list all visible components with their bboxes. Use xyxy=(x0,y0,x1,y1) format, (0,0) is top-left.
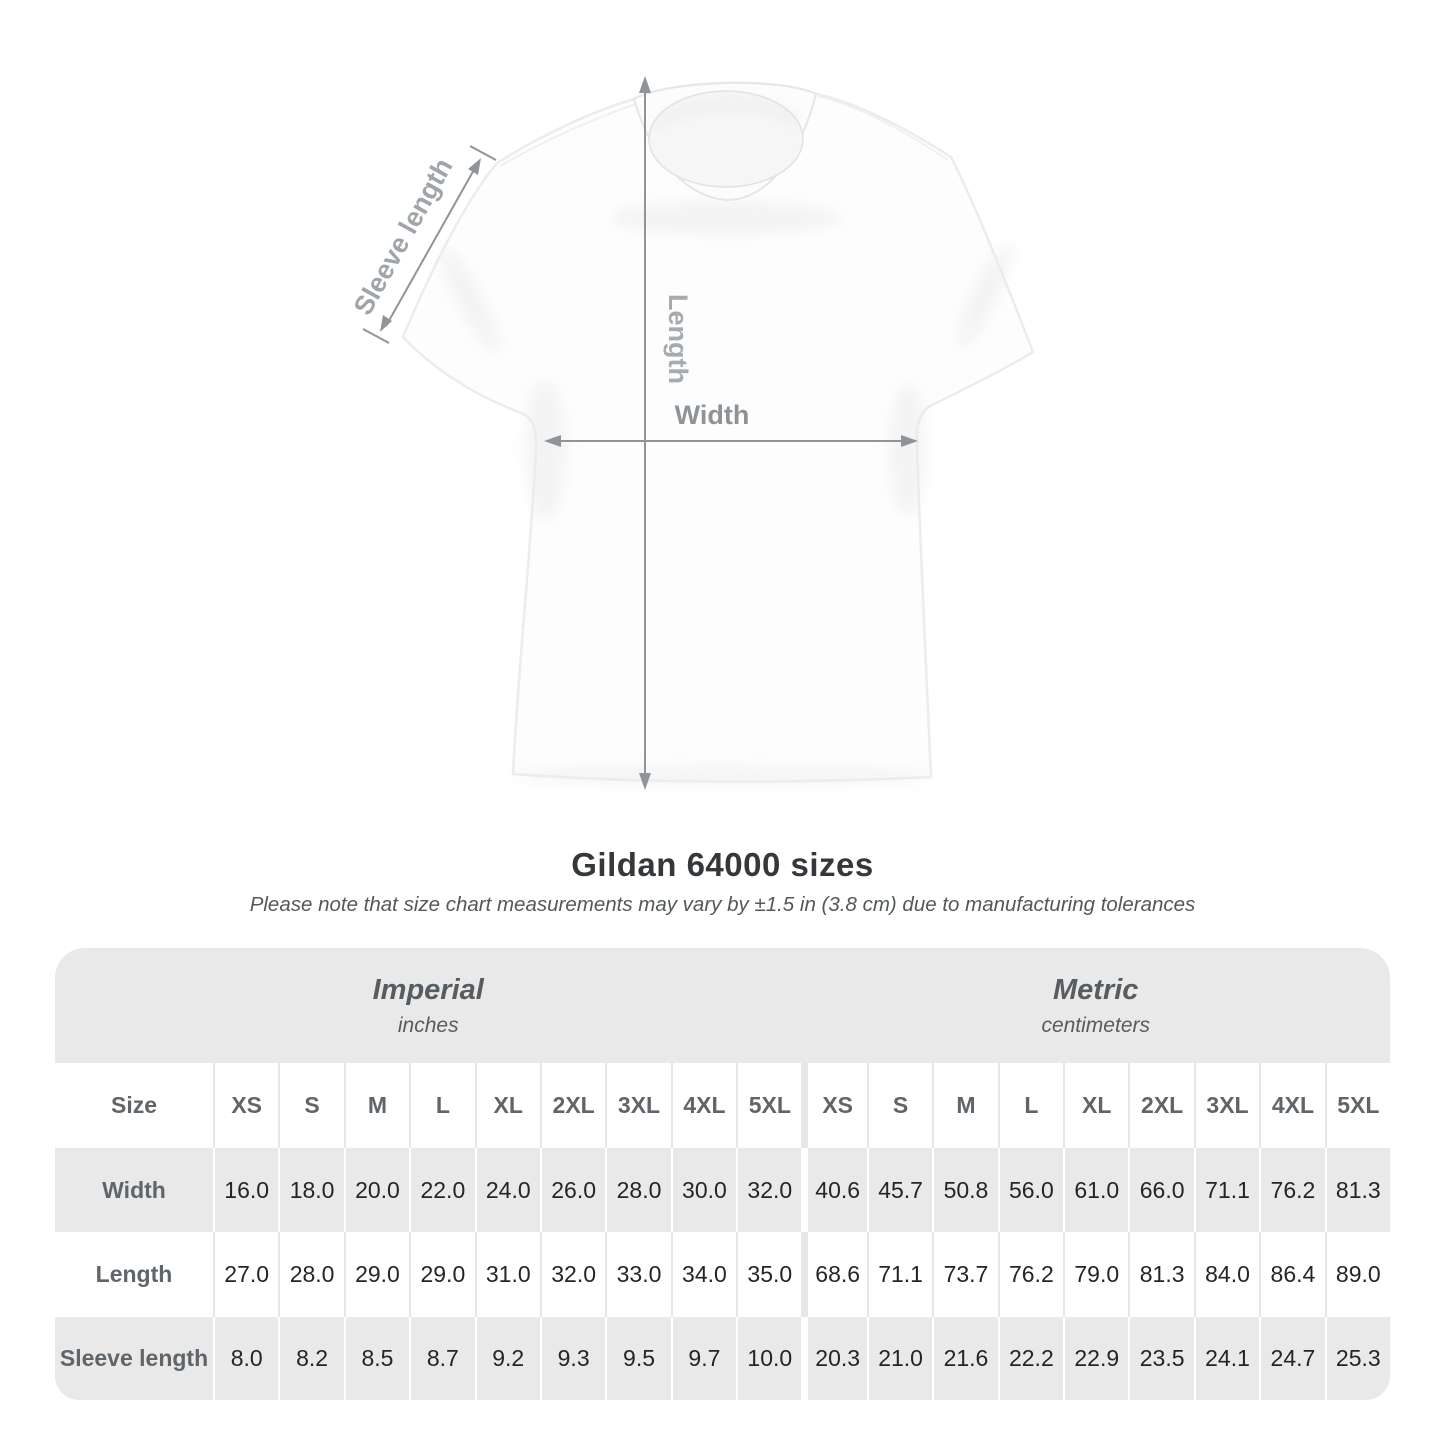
table-cell: 9.7 xyxy=(670,1317,737,1400)
size-col-header-imperial-2xl: 2XL xyxy=(539,1063,606,1148)
table-cell: 26.0 xyxy=(539,1148,606,1232)
table-cell: 21.6 xyxy=(932,1317,998,1400)
table-cell: 22.2 xyxy=(997,1317,1064,1400)
table-cell: 28.0 xyxy=(605,1148,671,1232)
collar-inner-shadow xyxy=(654,101,800,127)
tshirt-diagram: Sleeve length Length Width xyxy=(348,76,1035,790)
imperial-group-name: Imperial xyxy=(372,973,484,1006)
table-cell: 23.5 xyxy=(1128,1317,1194,1400)
size-header: Size xyxy=(55,1063,213,1148)
table-cell: 25.3 xyxy=(1324,1317,1390,1400)
table-cell: 20.3 xyxy=(801,1317,867,1400)
size-col-header-imperial-xl: XL xyxy=(474,1063,540,1148)
shirt-shading xyxy=(439,202,1013,785)
table-cell: 28.0 xyxy=(278,1232,344,1317)
table-cell: 34.0 xyxy=(670,1232,737,1317)
table-cell: 24.7 xyxy=(1259,1317,1325,1400)
width-label: Width xyxy=(675,400,750,430)
metric-group-unit: centimeters xyxy=(1041,1013,1150,1037)
table-cell: 16.0 xyxy=(213,1148,279,1232)
table-cell: 8.5 xyxy=(343,1317,410,1400)
table-cell: 81.3 xyxy=(1324,1148,1390,1232)
table-cell: 76.2 xyxy=(1259,1148,1325,1232)
table-cell: 33.0 xyxy=(605,1232,671,1317)
table-cell: 35.0 xyxy=(736,1232,802,1317)
row-label: Length xyxy=(55,1232,213,1317)
table-cell: 79.0 xyxy=(1063,1232,1129,1317)
table-cell: 61.0 xyxy=(1063,1148,1129,1232)
table-cell: 20.0 xyxy=(343,1148,410,1232)
collar-opening xyxy=(648,90,804,188)
length-label: Length xyxy=(663,294,693,384)
size-col-header-imperial-xs: XS xyxy=(213,1063,279,1148)
table-cell: 9.2 xyxy=(474,1317,540,1400)
shoulder-seam-right xyxy=(817,95,949,161)
table-cell: 56.0 xyxy=(997,1148,1064,1232)
table-cell: 66.0 xyxy=(1128,1148,1194,1232)
size-col-header-imperial-m: M xyxy=(343,1063,410,1148)
size-col-header-imperial-l: L xyxy=(409,1063,475,1148)
table-cell: 89.0 xyxy=(1324,1232,1390,1317)
row-label: Width xyxy=(55,1148,213,1232)
table-cell: 24.0 xyxy=(474,1148,540,1232)
table-cell: 76.2 xyxy=(997,1232,1064,1317)
size-col-header-metric-5xl: 5XL xyxy=(1324,1063,1390,1148)
table-cell: 10.0 xyxy=(736,1317,802,1400)
sleeve-length-arrow xyxy=(362,145,497,344)
page-title: Gildan 64000 sizes xyxy=(571,846,874,883)
table-cell: 40.6 xyxy=(801,1148,867,1232)
metric-group-header: Metric centimeters xyxy=(801,948,1390,1063)
table-cell: 29.0 xyxy=(409,1232,475,1317)
table-cell: 32.0 xyxy=(539,1232,606,1317)
size-col-header-metric-4xl: 4XL xyxy=(1259,1063,1325,1148)
table-cell: 22.0 xyxy=(409,1148,475,1232)
table-cell: 18.0 xyxy=(278,1148,344,1232)
metric-group-name: Metric xyxy=(1053,973,1139,1006)
table-cell: 22.9 xyxy=(1063,1317,1129,1400)
table-cell: 8.7 xyxy=(409,1317,475,1400)
measurement-annotations xyxy=(362,76,918,790)
table-cell: 21.0 xyxy=(866,1317,933,1400)
table-cell: 71.1 xyxy=(1193,1148,1260,1232)
size-col-header-metric-2xl: 2XL xyxy=(1128,1063,1194,1148)
size-col-header-metric-xs: XS xyxy=(801,1063,867,1148)
table-cell: 8.2 xyxy=(278,1317,344,1400)
table-cell: 24.1 xyxy=(1193,1317,1260,1400)
table-cell: 32.0 xyxy=(736,1148,802,1232)
length-arrow xyxy=(639,76,651,790)
size-col-header-metric-m: M xyxy=(932,1063,998,1148)
table-cell: 50.8 xyxy=(932,1148,998,1232)
table-cell: 31.0 xyxy=(474,1232,540,1317)
table-cell: 71.1 xyxy=(866,1232,933,1317)
table-cell: 29.0 xyxy=(343,1232,410,1317)
table-cell: 73.7 xyxy=(932,1232,998,1317)
table-cell: 27.0 xyxy=(213,1232,279,1317)
imperial-group-unit: inches xyxy=(397,1013,459,1037)
table-cell: 68.6 xyxy=(801,1232,867,1317)
table-cell: 45.7 xyxy=(866,1148,933,1232)
table-cell: 86.4 xyxy=(1259,1232,1325,1317)
table-cell: 8.0 xyxy=(213,1317,279,1400)
size-table: Imperial inches Metric centimeters Size X… xyxy=(55,948,1390,1400)
size-col-header-metric-s: S xyxy=(866,1063,933,1148)
tolerance-note: Please note that size chart measurements… xyxy=(249,893,1196,916)
table-cell: 30.0 xyxy=(670,1148,737,1232)
size-col-header-imperial-3xl: 3XL xyxy=(605,1063,671,1148)
shoulder-seam-left xyxy=(499,103,637,167)
table-cell: 9.5 xyxy=(605,1317,671,1400)
table-cell: 84.0 xyxy=(1193,1232,1260,1317)
size-col-header-imperial-s: S xyxy=(278,1063,344,1148)
imperial-group-header: Imperial inches xyxy=(55,948,802,1063)
size-col-header-imperial-5xl: 5XL xyxy=(736,1063,802,1148)
row-label: Sleeve length xyxy=(55,1317,213,1400)
size-col-header-imperial-4xl: 4XL xyxy=(670,1063,737,1148)
table-cell: 9.3 xyxy=(539,1317,606,1400)
size-col-header-metric-xl: XL xyxy=(1063,1063,1129,1148)
table-cell: 81.3 xyxy=(1128,1232,1194,1317)
size-col-header-metric-l: L xyxy=(997,1063,1064,1148)
size-col-header-metric-3xl: 3XL xyxy=(1193,1063,1260,1148)
width-arrow xyxy=(544,435,918,447)
